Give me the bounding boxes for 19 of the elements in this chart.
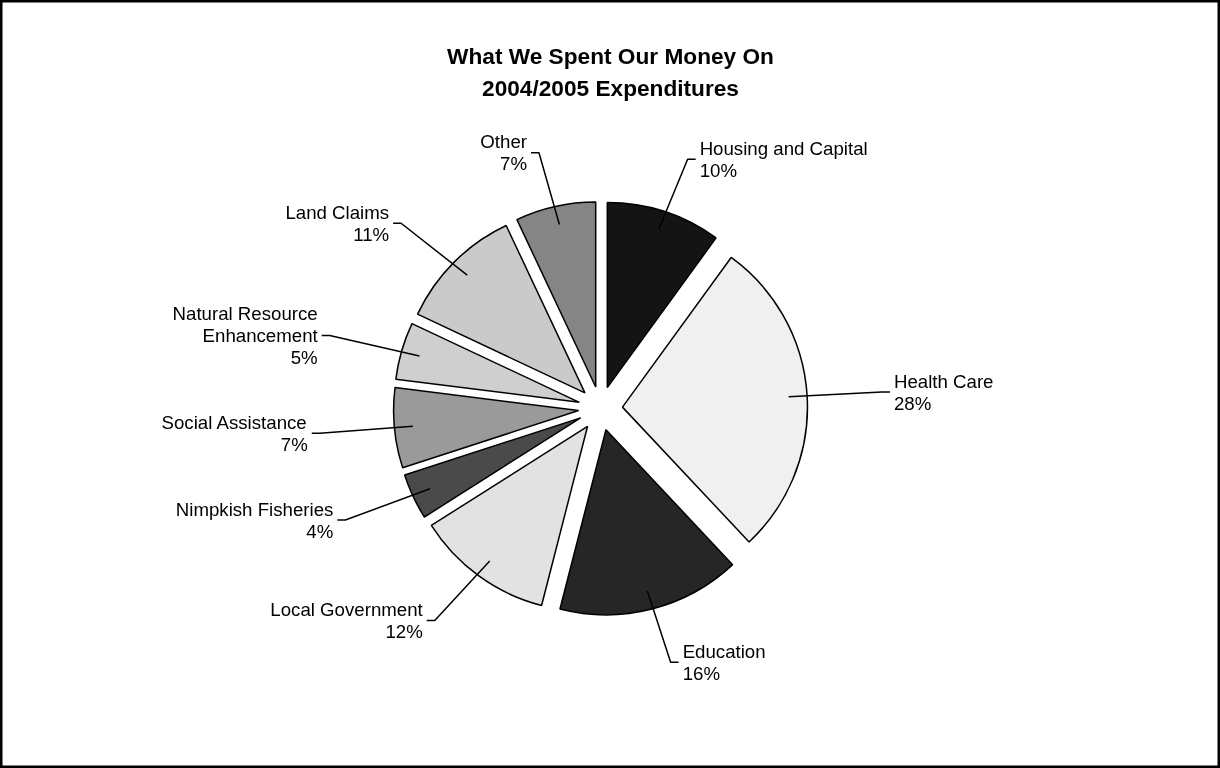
slice-label: Education: [682, 640, 766, 662]
data-label: 28%: [893, 392, 932, 414]
data-label: 4%: [306, 520, 334, 542]
slice-label: Social Assistance: [161, 411, 307, 433]
slice-label: Nimpkish Fisheries: [175, 498, 334, 520]
data-label: 11%: [353, 223, 390, 245]
slice-label: Other: [480, 131, 527, 153]
data-label: 16%: [682, 662, 720, 684]
slice-label: Local Government: [270, 598, 424, 620]
slice-label: Land Claims: [285, 201, 390, 223]
chart-title: What We Spent Our Money On 2004/2005 Expenditures: [447, 42, 774, 101]
data-label: 7%: [500, 153, 527, 175]
slice-label: Natural Resource Enhancement: [172, 302, 319, 346]
data-label: 5%: [290, 346, 318, 368]
slice-label: Housing and Capital: [699, 137, 868, 159]
slice-label: Health Care: [893, 370, 994, 392]
data-label: 7%: [280, 433, 308, 455]
data-label: 10%: [699, 159, 737, 181]
data-label: 12%: [385, 620, 423, 642]
